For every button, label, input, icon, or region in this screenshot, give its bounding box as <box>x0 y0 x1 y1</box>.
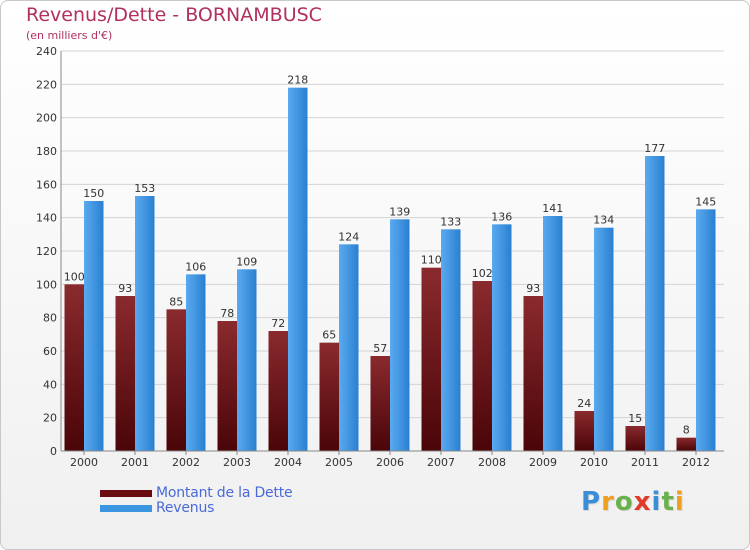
bar-revenus <box>594 227 614 451</box>
bar-revenus <box>135 196 155 451</box>
bar-debt <box>472 281 492 451</box>
bar-revenus <box>288 87 308 452</box>
legend-label-debt: Montant de la Dette <box>156 485 293 501</box>
y-tick-label: 220 <box>36 78 57 91</box>
bar-debt <box>676 437 696 451</box>
bar-revenus <box>339 244 359 451</box>
bar-revenus <box>441 229 461 451</box>
data-label: 93 <box>118 282 132 295</box>
bar-debt <box>574 411 594 451</box>
data-label: 106 <box>185 260 206 273</box>
logo-letter: r <box>601 487 615 517</box>
data-label: 177 <box>644 142 665 155</box>
legend-swatch-revenus <box>100 505 152 512</box>
y-tick-label: 20 <box>43 412 57 425</box>
x-tick-label: 2007 <box>427 456 455 469</box>
y-tick-label: 160 <box>36 178 57 191</box>
data-label: 124 <box>338 230 359 243</box>
y-tick-label: 140 <box>36 212 57 225</box>
legend-label-revenus: Revenus <box>156 500 215 516</box>
bar-revenus <box>696 209 716 451</box>
logo-letter: o <box>614 487 634 517</box>
data-label: 145 <box>695 195 716 208</box>
logo-letter: i <box>651 487 662 517</box>
data-label: 134 <box>593 214 614 227</box>
x-tick-label: 2012 <box>682 456 710 469</box>
bar-debt <box>319 342 339 451</box>
data-label: 100 <box>64 270 85 283</box>
x-tick-label: 2011 <box>631 456 659 469</box>
bar-debt <box>370 356 390 451</box>
bar-revenus <box>390 219 410 451</box>
data-label: 102 <box>472 267 493 280</box>
bar-debt <box>268 331 288 451</box>
x-tick-label: 2000 <box>70 456 98 469</box>
data-label: 136 <box>491 210 512 223</box>
proxiti-logo: Proxiti <box>581 487 685 517</box>
chart-subtitle: (en milliers d'€) <box>26 29 113 42</box>
bar-revenus <box>84 201 104 451</box>
bar-revenus <box>645 156 665 451</box>
logo-letter: x <box>633 487 652 517</box>
y-tick-label: 120 <box>36 245 57 258</box>
x-tick-label: 2005 <box>325 456 353 469</box>
y-tick-label: 240 <box>36 45 57 58</box>
bar-debt <box>523 296 543 451</box>
data-label: 133 <box>440 215 461 228</box>
logo-letter: P <box>581 487 602 517</box>
bar-debt <box>115 296 135 451</box>
data-label: 72 <box>271 317 285 330</box>
data-label: 150 <box>83 187 104 200</box>
data-label: 110 <box>421 254 442 267</box>
x-tick-label: 2009 <box>529 456 557 469</box>
bar-debt <box>625 426 645 451</box>
data-label: 85 <box>169 295 183 308</box>
data-label: 141 <box>542 202 563 215</box>
bar-revenus <box>543 216 563 451</box>
x-tick-label: 2006 <box>376 456 404 469</box>
data-label: 57 <box>373 342 387 355</box>
data-label: 78 <box>220 307 234 320</box>
bar-revenus <box>492 224 512 451</box>
chart-title: Revenus/Dette - BORNAMBUSC <box>26 4 322 26</box>
logo-letter: t <box>661 487 675 517</box>
x-tick-label: 2001 <box>121 456 149 469</box>
x-tick-label: 2004 <box>274 456 302 469</box>
bar-revenus <box>237 269 257 451</box>
data-label: 15 <box>628 412 642 425</box>
bar-debt <box>166 309 186 451</box>
data-label: 139 <box>389 205 410 218</box>
x-tick-label: 2002 <box>172 456 200 469</box>
bar-debt <box>421 267 441 451</box>
y-tick-label: 80 <box>43 312 57 325</box>
y-tick-label: 60 <box>43 345 57 358</box>
data-label: 93 <box>526 282 540 295</box>
bar-debt <box>64 284 84 451</box>
y-tick-label: 0 <box>50 445 57 458</box>
y-tick-label: 40 <box>43 378 57 391</box>
data-label: 24 <box>577 397 591 410</box>
bar-debt <box>217 321 237 451</box>
x-tick-label: 2003 <box>223 456 251 469</box>
data-label: 109 <box>236 255 257 268</box>
data-label: 153 <box>134 182 155 195</box>
y-tick-label: 100 <box>36 278 57 291</box>
logo-letter: i <box>674 487 685 517</box>
data-label: 65 <box>322 329 336 342</box>
bar-revenus <box>186 274 206 451</box>
legend-swatch-debt <box>100 490 152 497</box>
data-label: 8 <box>683 424 690 437</box>
data-label: 218 <box>287 74 308 87</box>
y-tick-label: 200 <box>36 112 57 125</box>
y-tick-label: 180 <box>36 145 57 158</box>
x-tick-label: 2010 <box>580 456 608 469</box>
x-tick-label: 2008 <box>478 456 506 469</box>
